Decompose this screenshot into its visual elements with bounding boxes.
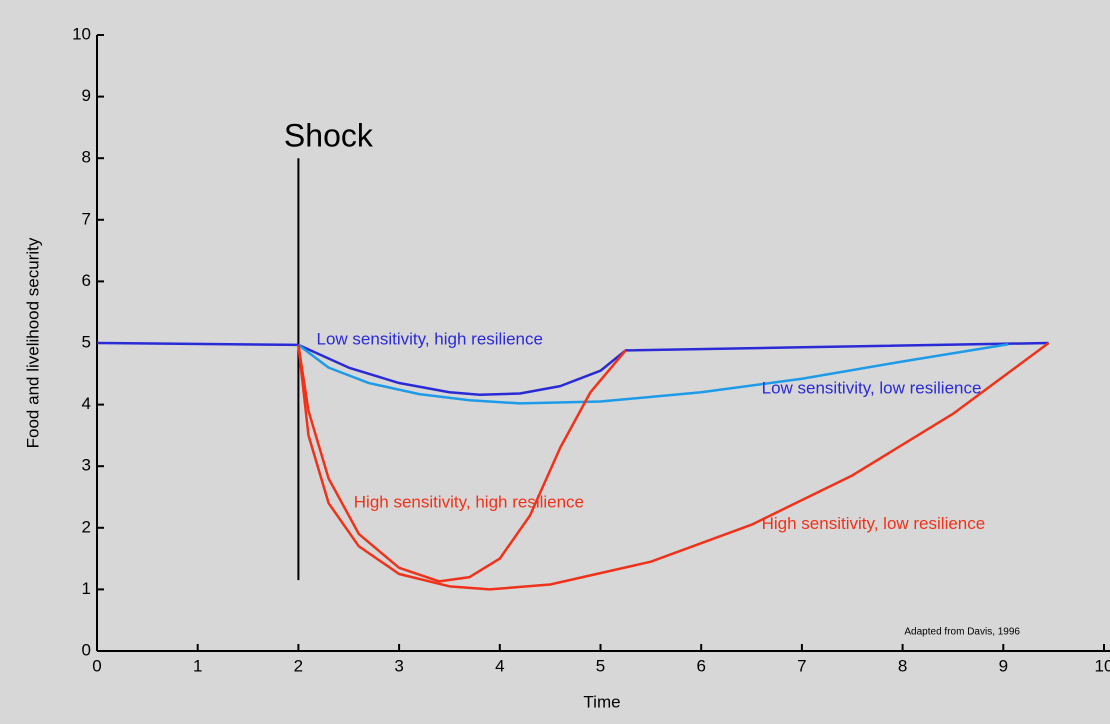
series-label: High sensitivity, high resilience (354, 493, 584, 512)
y-tick-label: 4 (82, 394, 91, 413)
x-axis-label: Time (583, 692, 620, 711)
y-tick-label: 7 (82, 209, 91, 228)
y-axis-label: Food and livelihood security (23, 237, 42, 448)
y-tick-label: 0 (82, 640, 91, 659)
y-tick-label: 10 (72, 24, 91, 43)
x-tick-label: 5 (596, 656, 605, 675)
x-tick-label: 2 (294, 656, 303, 675)
x-tick-label: 8 (898, 656, 907, 675)
y-tick-label: 8 (82, 148, 91, 167)
series-label: High sensitivity, low resilience (762, 514, 986, 533)
y-tick-label: 6 (82, 271, 91, 290)
x-tick-label: 9 (999, 656, 1008, 675)
series-line (297, 341, 1050, 591)
series-label: Low sensitivity, high resilience (317, 329, 543, 348)
x-tick-label: 4 (495, 656, 504, 675)
y-tick-label: 3 (82, 456, 91, 475)
y-tick-label: 2 (82, 517, 91, 536)
series-label: Low sensitivity, low resilience (762, 379, 982, 398)
source-note: Adapted from Davis, 1996 (904, 627, 1020, 638)
x-tick-label: 1 (193, 656, 202, 675)
shock-label: Shock (284, 118, 374, 154)
x-tick-label: 6 (696, 656, 705, 675)
y-tick-label: 5 (82, 332, 91, 351)
y-tick-label: 9 (82, 86, 91, 105)
series-line (297, 344, 627, 583)
x-tick-label: 3 (394, 656, 403, 675)
x-tick-label: 0 (92, 656, 101, 675)
x-tick-label: 10 (1095, 656, 1110, 675)
x-tick-label: 7 (797, 656, 806, 675)
series-line (297, 342, 1009, 405)
series-line (96, 341, 1049, 396)
y-tick-label: 1 (82, 579, 91, 598)
